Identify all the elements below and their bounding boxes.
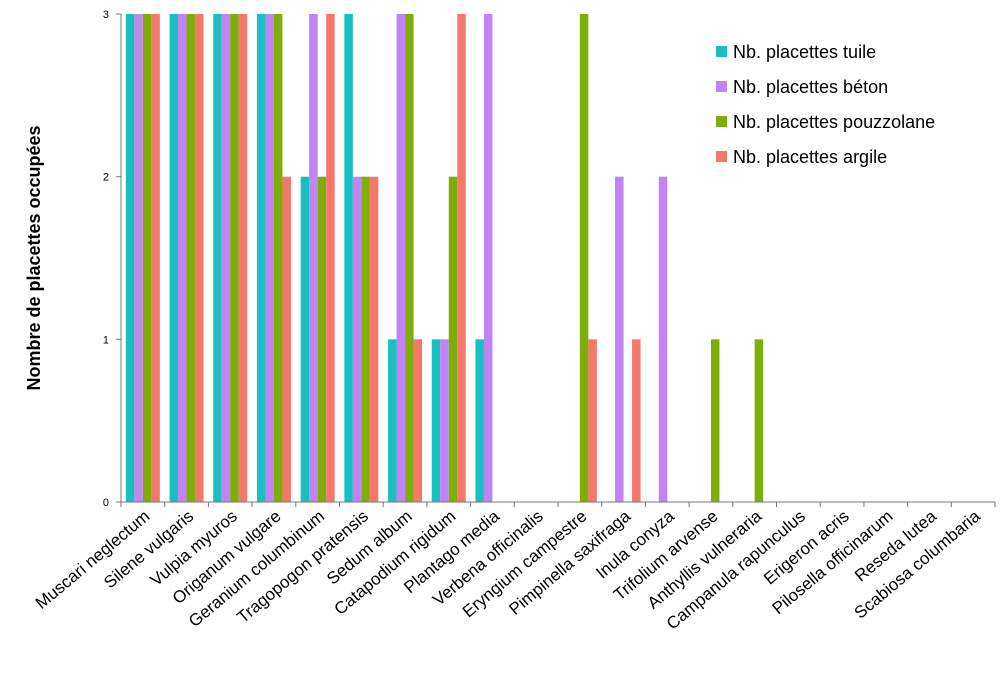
bar — [221, 14, 231, 502]
bar — [369, 176, 379, 503]
bar — [405, 14, 414, 502]
y-ticks-group: 0 1 2 3 — [103, 9, 121, 509]
bar — [317, 176, 327, 503]
bar — [413, 339, 423, 502]
bar — [326, 14, 335, 502]
bar — [754, 339, 764, 502]
y-tick-label: 3 — [103, 9, 109, 21]
bar — [186, 14, 196, 502]
bar — [344, 14, 353, 502]
bar — [125, 14, 135, 502]
bar — [300, 176, 310, 503]
bar — [213, 14, 222, 502]
bar — [169, 14, 179, 502]
bar — [632, 339, 641, 502]
bar — [588, 339, 597, 502]
bar — [282, 176, 291, 503]
bar — [483, 14, 493, 502]
bar — [440, 339, 449, 502]
bar — [195, 14, 204, 502]
y-tick-label: 1 — [103, 334, 109, 346]
legend-entry-label: Nb. placettes tuile — [733, 42, 876, 62]
bar — [273, 14, 283, 502]
legend-swatch — [716, 46, 727, 57]
axes-group — [120, 14, 996, 507]
legend-swatch — [716, 151, 727, 162]
bar — [396, 14, 406, 502]
bar — [238, 14, 248, 502]
bar — [579, 14, 589, 502]
bar — [142, 14, 152, 502]
bar — [710, 339, 720, 502]
bar — [475, 339, 484, 502]
bar — [352, 176, 362, 503]
y-tick-label: 2 — [103, 172, 109, 184]
legend-entry-label: Nb. placettes béton — [733, 77, 888, 97]
bars-group — [125, 14, 764, 503]
bar — [265, 14, 274, 502]
bar — [151, 14, 160, 502]
y-tick-label: 0 — [103, 497, 109, 509]
bar — [615, 176, 624, 503]
bar — [431, 339, 441, 502]
bar — [256, 14, 266, 502]
y-axis-label: Nombre de placettes occupées — [24, 125, 44, 390]
legend-entry-label: Nb. placettes pouzzolane — [733, 112, 935, 132]
legend: Nb. placettes tuile Nb. placettes béton Nb… — [716, 42, 935, 167]
bar — [134, 14, 143, 502]
bar — [448, 176, 458, 503]
legend-swatch — [716, 81, 727, 92]
bar — [658, 176, 668, 503]
legend-swatch — [716, 116, 727, 127]
legend-entry-label: Nb. placettes argile — [733, 147, 887, 167]
bar — [309, 14, 318, 502]
bar — [230, 14, 239, 502]
bar — [178, 14, 187, 502]
bar — [457, 14, 466, 502]
bar — [388, 339, 397, 502]
bar — [361, 176, 370, 503]
